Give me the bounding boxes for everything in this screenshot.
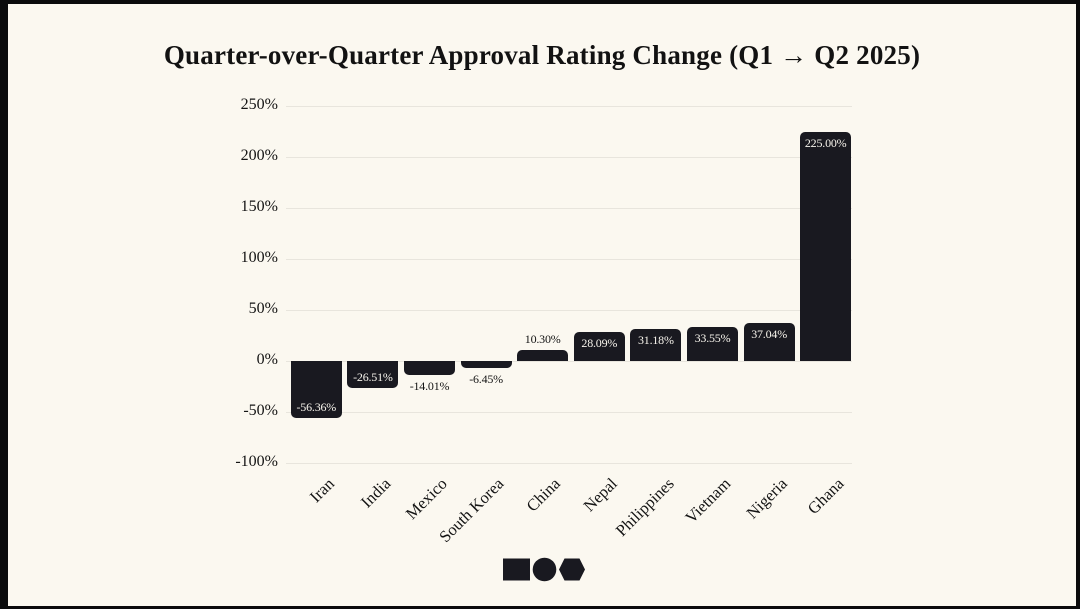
bar <box>517 350 569 361</box>
bar-value-label: -14.01% <box>409 379 450 394</box>
bar <box>630 329 682 361</box>
chart-title: Quarter-over-Quarter Approval Rating Cha… <box>163 40 921 70</box>
bar <box>800 131 852 361</box>
bar-value-label: 10.30% <box>524 332 561 347</box>
bar <box>460 361 512 368</box>
bar-value-label: -6.45% <box>469 371 503 386</box>
y-tick-label: -100% <box>235 453 278 470</box>
gridline <box>286 259 852 260</box>
y-tick-label: -50% <box>243 402 278 419</box>
logo-square-icon <box>503 558 530 581</box>
bar-value-label: -56.36% <box>296 400 337 415</box>
bar-value-label: 37.04% <box>751 327 787 342</box>
gridline <box>286 463 852 464</box>
y-tick-label: 250% <box>240 96 278 113</box>
x-tick-label-text: Ghana <box>803 474 848 518</box>
bar <box>290 361 342 419</box>
logo-circle-icon <box>532 557 557 582</box>
x-tick-label-text: India <box>356 474 395 512</box>
bar-value-label: 33.55% <box>694 330 731 345</box>
y-tick-label: 150% <box>240 198 278 215</box>
bar <box>687 326 738 361</box>
x-tick-label-text: Nepal <box>579 474 621 516</box>
gridline <box>286 106 852 107</box>
x-tick-label-text: Mexico <box>401 474 451 524</box>
plot-area: -56.36% -26.51% -14.01% -6.45% 10.30% 28.09% 3… <box>286 106 852 464</box>
logo <box>503 557 585 582</box>
logo-hexagon-icon <box>559 558 585 581</box>
bar <box>573 332 625 361</box>
x-tick-label-text: Philippines <box>611 474 678 540</box>
bar-value-label: 225.00% <box>804 135 847 150</box>
x-tick-label-text: Nigeria <box>742 474 791 523</box>
y-tick-label: 100% <box>240 249 278 266</box>
y-tick-label: 200% <box>240 147 278 164</box>
gridline <box>286 412 852 413</box>
x-tick-label-text: Iran <box>305 474 338 507</box>
y-tick-label: 50% <box>248 300 278 317</box>
gridline <box>286 157 852 158</box>
y-tick-label: 0% <box>256 351 278 368</box>
x-tick-label-text: China <box>522 474 565 516</box>
bar-value-label: 28.09% <box>581 336 618 351</box>
bar-value-label: 31.18% <box>637 333 674 348</box>
chart-canvas: Quarter-over-Quarter Approval Rating Cha… <box>8 4 1076 606</box>
gridline <box>286 361 852 362</box>
x-tick-label-text: Vietnam <box>681 474 734 527</box>
gridline <box>286 208 852 209</box>
gridline <box>286 310 852 311</box>
bar <box>743 323 795 361</box>
bar <box>347 361 399 389</box>
bar-value-label: -26.51% <box>353 370 393 385</box>
bar <box>404 361 455 376</box>
